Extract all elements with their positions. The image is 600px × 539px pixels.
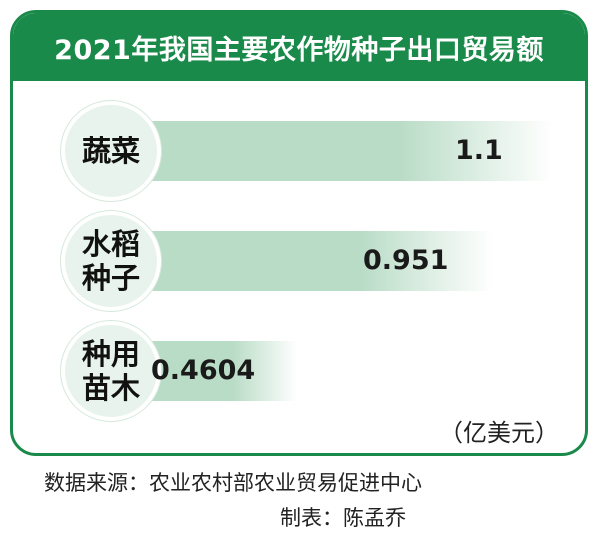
bar	[113, 121, 553, 181]
data-label: 0.4604	[151, 355, 256, 386]
chart-author: 制表：陈孟乔	[280, 506, 406, 530]
category-label: 蔬菜	[61, 101, 161, 201]
category-label-text: 种用苗木	[81, 337, 140, 405]
category-label: 水稻种子	[61, 211, 161, 311]
bar-row: 种用苗木 0.4604	[13, 321, 585, 421]
data-label: 1.1	[455, 135, 503, 166]
category-label-text: 蔬菜	[81, 134, 140, 168]
bar-row: 水稻种子 0.951	[13, 211, 585, 311]
chart-card: 2021年我国主要农作物种子出口贸易额 蔬菜 1.1 水稻种子 0.951 种用苗木 0.…	[10, 10, 588, 456]
data-source: 数据来源：农业农村部农业贸易促进中心	[44, 471, 422, 495]
bar	[113, 231, 493, 291]
unit-label: （亿美元）	[439, 419, 559, 447]
data-label: 0.951	[363, 245, 449, 276]
category-label: 种用苗木	[61, 321, 161, 421]
bar-row: 蔬菜 1.1	[13, 101, 585, 201]
chart-title: 2021年我国主要农作物种子出口贸易额	[13, 13, 585, 81]
category-label-text: 水稻种子	[81, 227, 140, 295]
